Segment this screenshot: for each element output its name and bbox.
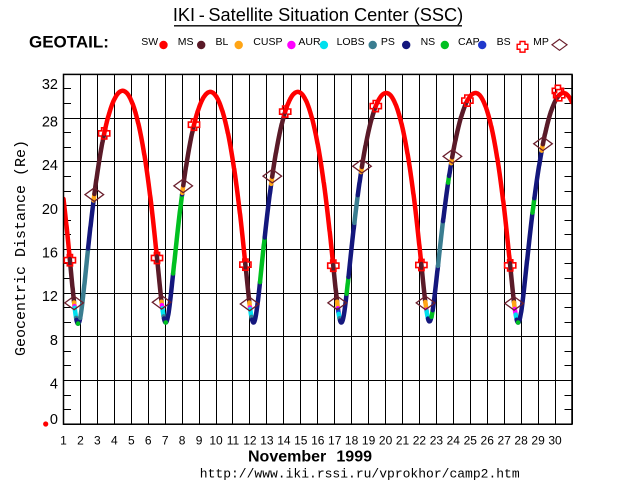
svg-text:CAP: CAP: [458, 36, 480, 48]
svg-text:18: 18: [345, 434, 359, 448]
svg-text:PS: PS: [381, 36, 395, 48]
svg-text:November: November: [248, 449, 326, 466]
svg-text:3: 3: [94, 434, 101, 448]
svg-text:Geocentric Distance (Re): Geocentric Distance (Re): [13, 140, 30, 356]
svg-text:MS: MS: [178, 36, 194, 48]
svg-text:19: 19: [362, 434, 376, 448]
svg-text:11: 11: [227, 434, 240, 448]
svg-text:AUR: AUR: [298, 36, 321, 48]
svg-text:1: 1: [60, 434, 67, 448]
svg-text:BS: BS: [497, 36, 511, 48]
svg-text:21: 21: [396, 434, 410, 448]
svg-text:32: 32: [42, 77, 58, 93]
svg-text:4: 4: [50, 377, 58, 393]
svg-text:12: 12: [243, 434, 257, 448]
svg-text:0: 0: [50, 412, 58, 428]
svg-text:GEOTAIL:: GEOTAIL:: [29, 33, 109, 52]
svg-text:20: 20: [379, 434, 393, 448]
svg-text:8: 8: [179, 434, 186, 448]
svg-text:9: 9: [196, 434, 203, 448]
svg-text:17: 17: [328, 434, 342, 448]
svg-text:16: 16: [42, 246, 58, 262]
svg-text:28: 28: [42, 114, 58, 130]
svg-text:7: 7: [162, 434, 169, 448]
svg-text:14: 14: [277, 434, 291, 448]
svg-text:25: 25: [464, 434, 478, 448]
svg-text:16: 16: [311, 434, 325, 448]
svg-text:24: 24: [447, 434, 461, 448]
svg-text:4: 4: [111, 434, 118, 448]
svg-text:29: 29: [531, 434, 545, 448]
svg-text:10: 10: [209, 434, 223, 448]
svg-text:23: 23: [430, 434, 444, 448]
svg-text:24: 24: [42, 158, 58, 174]
svg-text:NS: NS: [421, 36, 436, 48]
svg-text:27: 27: [498, 434, 512, 448]
svg-text:12: 12: [42, 289, 58, 305]
svg-text:CUSP: CUSP: [253, 36, 282, 48]
svg-text:1999: 1999: [336, 449, 372, 466]
svg-text:BL: BL: [216, 36, 229, 48]
svg-text:26: 26: [481, 434, 495, 448]
svg-text:MP: MP: [533, 36, 549, 48]
svg-text:2: 2: [77, 434, 84, 448]
svg-text:30: 30: [548, 434, 562, 448]
svg-text:8: 8: [50, 333, 58, 349]
svg-text:28: 28: [514, 434, 528, 448]
svg-text:http://www.iki.rssi.ru/vprokho: http://www.iki.rssi.ru/vprokhor/camp2.ht…: [200, 467, 520, 482]
svg-text:5: 5: [128, 434, 135, 448]
svg-text:15: 15: [294, 434, 308, 448]
svg-text:6: 6: [145, 434, 152, 448]
svg-text:LOBS: LOBS: [337, 36, 365, 48]
svg-text:22: 22: [413, 434, 427, 448]
svg-text:IKI - Satellite Situation Cent: IKI - Satellite Situation Center (SSC): [173, 5, 463, 25]
svg-text:20: 20: [42, 202, 58, 218]
svg-text:SW: SW: [141, 36, 158, 48]
svg-text:13: 13: [260, 434, 274, 448]
